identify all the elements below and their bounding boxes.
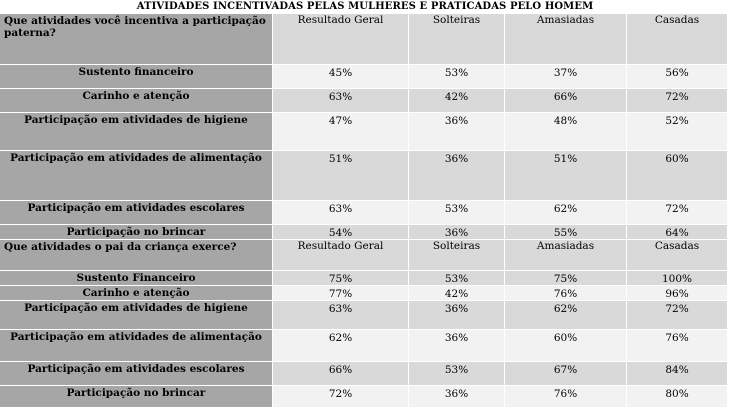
row-label: Participação em atividades de higiene bbox=[0, 301, 273, 330]
table-row: Carinho e atenção 77% 42% 76% 96% bbox=[0, 286, 728, 301]
cell-amasiadas: 67% bbox=[505, 362, 627, 386]
row-label: Participação em atividades escolares bbox=[0, 201, 273, 225]
cell-solteiras: 53% bbox=[409, 65, 505, 89]
cell-casadas: 72% bbox=[627, 89, 728, 113]
cell-casadas: 72% bbox=[627, 301, 728, 330]
table-row: Participação em atividades de alimentaçã… bbox=[0, 330, 728, 362]
section2-header-row: Que atividades o pai da criança exerce? … bbox=[0, 240, 728, 271]
table-row: Participação em atividades de higiene 63… bbox=[0, 301, 728, 330]
cell-solteiras: 36% bbox=[409, 301, 505, 330]
col-header-amasiadas: Amasiadas bbox=[505, 240, 627, 271]
cell-casadas: 96% bbox=[627, 286, 728, 301]
cell-amasiadas: 62% bbox=[505, 301, 627, 330]
cell-amasiadas: 55% bbox=[505, 225, 627, 240]
cell-amasiadas: 62% bbox=[505, 201, 627, 225]
cell-geral: 75% bbox=[273, 271, 409, 286]
cell-amasiadas: 76% bbox=[505, 286, 627, 301]
cell-casadas: 60% bbox=[627, 151, 728, 201]
row-label: Participação em atividades de higiene bbox=[0, 113, 273, 151]
col-header-geral: Resultado Geral bbox=[273, 14, 409, 65]
cell-geral: 77% bbox=[273, 286, 409, 301]
cell-geral: 47% bbox=[273, 113, 409, 151]
table-row: Sustento Financeiro 75% 53% 75% 100% bbox=[0, 271, 728, 286]
cell-casadas: 84% bbox=[627, 362, 728, 386]
cell-amasiadas: 51% bbox=[505, 151, 627, 201]
row-label: Carinho e atenção bbox=[0, 89, 273, 113]
col-header-geral: Resultado Geral bbox=[273, 240, 409, 271]
cell-casadas: 56% bbox=[627, 65, 728, 89]
cell-geral: 63% bbox=[273, 201, 409, 225]
table-row: Participação em atividades escolares 66%… bbox=[0, 362, 728, 386]
col-header-casadas: Casadas bbox=[627, 14, 728, 65]
cell-geral: 54% bbox=[273, 225, 409, 240]
cell-amasiadas: 75% bbox=[505, 271, 627, 286]
row-label: Participação no brincar bbox=[0, 386, 273, 408]
cell-geral: 63% bbox=[273, 89, 409, 113]
cell-geral: 72% bbox=[273, 386, 409, 408]
cell-solteiras: 36% bbox=[409, 113, 505, 151]
cell-amasiadas: 37% bbox=[505, 65, 627, 89]
cell-casadas: 64% bbox=[627, 225, 728, 240]
cell-casadas: 72% bbox=[627, 201, 728, 225]
row-label: Carinho e atenção bbox=[0, 286, 273, 301]
table-row: Participação no brincar 54% 36% 55% 64% bbox=[0, 225, 728, 240]
cell-solteiras: 36% bbox=[409, 386, 505, 408]
col-header-solteiras: Solteiras bbox=[409, 240, 505, 271]
cell-amasiadas: 66% bbox=[505, 89, 627, 113]
cell-solteiras: 53% bbox=[409, 201, 505, 225]
row-label: Participação em atividades de alimentaçã… bbox=[0, 330, 273, 362]
col-header-solteiras: Solteiras bbox=[409, 14, 505, 65]
table-row: Participação em atividades de higiene 47… bbox=[0, 113, 728, 151]
data-table: Que atividades você incentiva a particip… bbox=[0, 14, 728, 408]
cell-casadas: 100% bbox=[627, 271, 728, 286]
col-header-casadas: Casadas bbox=[627, 240, 728, 271]
row-label: Sustento Financeiro bbox=[0, 271, 273, 286]
cell-geral: 66% bbox=[273, 362, 409, 386]
cell-solteiras: 42% bbox=[409, 89, 505, 113]
cell-solteiras: 53% bbox=[409, 362, 505, 386]
cell-solteiras: 42% bbox=[409, 286, 505, 301]
cell-geral: 51% bbox=[273, 151, 409, 201]
cell-casadas: 80% bbox=[627, 386, 728, 408]
section2-question: Que atividades o pai da criança exerce? bbox=[0, 240, 273, 271]
cell-solteiras: 36% bbox=[409, 330, 505, 362]
cell-solteiras: 53% bbox=[409, 271, 505, 286]
cell-solteiras: 36% bbox=[409, 151, 505, 201]
table-row: Carinho e atenção 63% 42% 66% 72% bbox=[0, 89, 728, 113]
row-label: Participação em atividades de alimentaçã… bbox=[0, 151, 273, 201]
cell-casadas: 76% bbox=[627, 330, 728, 362]
table-row: Sustento financeiro 45% 53% 37% 56% bbox=[0, 65, 728, 89]
cell-amasiadas: 60% bbox=[505, 330, 627, 362]
cell-geral: 63% bbox=[273, 301, 409, 330]
row-label: Participação em atividades escolares bbox=[0, 362, 273, 386]
section1-header-row: Que atividades você incentiva a particip… bbox=[0, 14, 728, 65]
section1-question: Que atividades você incentiva a particip… bbox=[0, 14, 273, 65]
cell-geral: 45% bbox=[273, 65, 409, 89]
table-row: Participação em atividades escolares 63%… bbox=[0, 201, 728, 225]
row-label: Sustento financeiro bbox=[0, 65, 273, 89]
cell-amasiadas: 76% bbox=[505, 386, 627, 408]
table-row: Participação no brincar 72% 36% 76% 80% bbox=[0, 386, 728, 408]
cell-solteiras: 36% bbox=[409, 225, 505, 240]
cell-casadas: 52% bbox=[627, 113, 728, 151]
table-row: Participação em atividades de alimentaçã… bbox=[0, 151, 728, 201]
col-header-amasiadas: Amasiadas bbox=[505, 14, 627, 65]
table-title: ATIVIDADES INCENTIVADAS PELAS MULHERES E… bbox=[136, 1, 594, 12]
cell-amasiadas: 48% bbox=[505, 113, 627, 151]
cell-geral: 62% bbox=[273, 330, 409, 362]
row-label: Participação no brincar bbox=[0, 225, 273, 240]
